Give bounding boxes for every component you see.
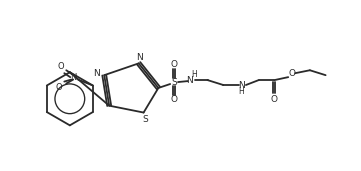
Text: O: O	[55, 83, 62, 92]
Text: N: N	[238, 81, 244, 89]
Text: O: O	[171, 95, 178, 104]
Text: S: S	[171, 78, 177, 87]
Text: O: O	[57, 62, 64, 71]
Text: H: H	[191, 70, 197, 79]
Text: N: N	[187, 76, 193, 85]
Text: S: S	[143, 115, 148, 124]
Text: O: O	[289, 69, 296, 78]
Text: O: O	[271, 95, 278, 104]
Text: H: H	[238, 87, 244, 96]
Text: N: N	[136, 53, 143, 62]
Text: N: N	[93, 69, 100, 78]
Text: O: O	[171, 60, 178, 69]
Text: N: N	[70, 73, 76, 82]
